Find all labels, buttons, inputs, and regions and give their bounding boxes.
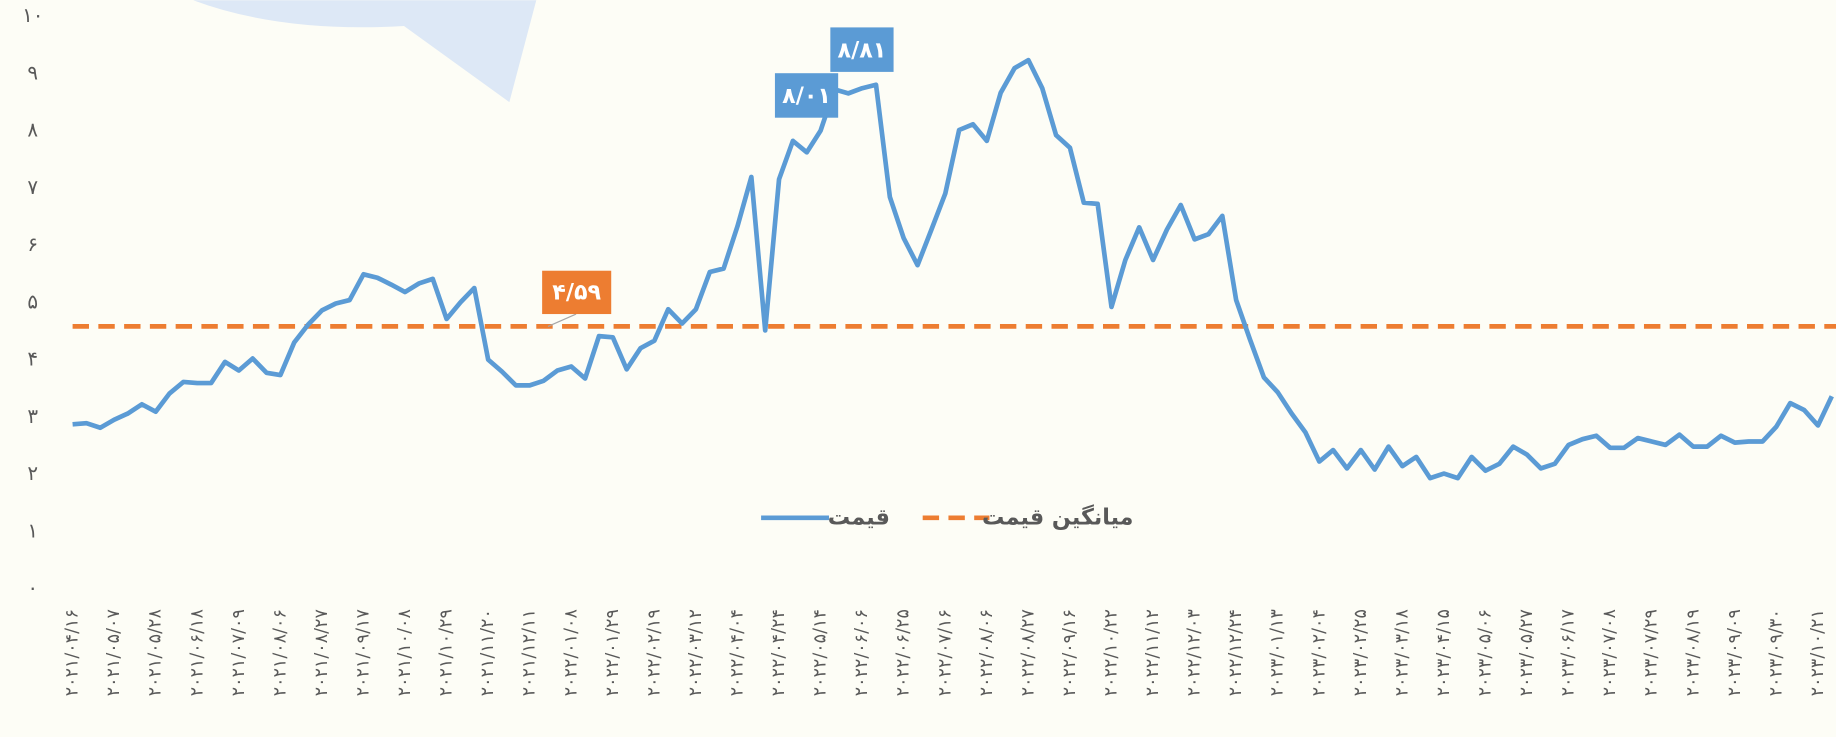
- x-tick-label: ۲۰۲۲/۰۵/۱۴: [811, 609, 831, 696]
- x-tick-label: ۲۰۲۱/۱۰/۰۸: [395, 609, 415, 696]
- x-tick-label: ۲۰۲۳/۰۷/۰۸: [1600, 609, 1620, 696]
- x-tick-label: ۲۰۲۱/۱۲/۱۱: [520, 609, 540, 696]
- x-tick-label: ۲۰۲۲/۰۴/۰۴: [727, 609, 747, 696]
- y-tick-label: ۵: [27, 290, 38, 313]
- x-tick-label: ۲۰۲۲/۰۴/۲۴: [769, 609, 789, 696]
- x-tick-label: ۲۰۲۱/۰۴/۱۶: [63, 609, 83, 696]
- x-tick-label: ۲۰۲۲/۰۷/۱۶: [935, 609, 955, 696]
- y-tick-label: ۱۰: [22, 4, 43, 27]
- legend-label: میانگین قیمت: [982, 503, 1133, 530]
- x-tick-label: ۲۰۲۳/۱۰/۲۱: [1808, 609, 1828, 696]
- x-tick-label: ۲۰۲۳/۰۹/۳۰: [1766, 609, 1786, 696]
- page: ۰ ۱ ۲ ۳ ۴ ۵ ۶ ۷ ۸ ۹ ۱۰ ۲۰۲۱/۰۴/۱۶ ۲۰۲۱/۰۵/۰۷ ۲۰۲۱/۰۵/…: [0, 0, 1836, 737]
- x-tick-label: ۲۰۲۲/۱۲/۲۴: [1226, 609, 1246, 696]
- x-tick-label: ۲۰۲۱/۰۸/۰۶: [270, 609, 290, 696]
- y-tick-label: ۸: [27, 119, 38, 142]
- x-tick-label: ۲۰۲۳/۰۲/۰۴: [1309, 609, 1329, 696]
- x-tick-label: ۲۰۲۳/۰۵/۰۶: [1475, 609, 1495, 696]
- x-tick-label: ۲۰۲۲/۰۸/۰۶: [977, 609, 997, 696]
- y-tick-label: ۰: [27, 577, 38, 600]
- data-label: ۸/۰۱: [782, 83, 831, 109]
- x-tick-label: ۲۰۲۳/۰۵/۲۷: [1517, 609, 1537, 696]
- x-tick-label: ۲۰۲۲/۰۱/۲۹: [603, 609, 623, 696]
- x-tick-label: ۲۰۲۳/۰۸/۱۹: [1683, 609, 1703, 696]
- x-tick-label: ۲۰۲۲/۰۱/۰۸: [561, 609, 581, 696]
- x-tick-label: ۲۰۲۲/۰۸/۲۷: [1018, 609, 1038, 696]
- x-tick-label: ۲۰۲۱/۱۰/۲۹: [437, 609, 457, 696]
- x-tick-label: ۲۰۲۳/۰۳/۱۸: [1392, 609, 1412, 696]
- x-tick-label: ۲۰۲۲/۰۳/۱۲: [686, 609, 706, 696]
- y-tick-label: ۱: [27, 519, 38, 542]
- x-tick-label: ۲۰۲۳/۰۲/۲۵: [1351, 609, 1371, 696]
- average-label: ۴/۵۹: [552, 279, 601, 305]
- x-tick-label: ۲۰۲۱/۱۱/۲۰: [478, 609, 498, 696]
- legend-label: قیمت: [828, 504, 890, 530]
- x-tick-label: ۲۰۲۲/۱۱/۱۲: [1143, 609, 1163, 696]
- x-tick-label: ۲۰۲۲/۱۲/۰۳: [1185, 609, 1205, 696]
- x-tick-label: ۲۰۲۲/۰۶/۰۶: [852, 609, 872, 696]
- x-tick-label: ۲۰۲۳/۰۱/۱۳: [1268, 609, 1288, 696]
- x-tick-label: ۲۰۲۲/۱۰/۲۲: [1101, 609, 1121, 696]
- x-tick-label: ۲۰۲۳/۰۹/۰۹: [1725, 609, 1745, 696]
- y-tick-label: ۳: [27, 405, 38, 428]
- data-label: ۸/۸۱: [838, 37, 887, 63]
- x-tick-label: ۲۰۲۱/۰۹/۱۷: [353, 609, 373, 696]
- x-tick-label: ۲۰۲۳/۰۴/۱۵: [1434, 609, 1454, 696]
- y-tick-label: ۴: [27, 348, 38, 371]
- x-tick-label: ۲۰۲۱/۰۶/۱۸: [187, 609, 207, 696]
- x-tick-label: ۲۰۲۱/۰۸/۲۷: [312, 609, 332, 696]
- x-tick-label: ۲۰۲۳/۰۷/۲۹: [1642, 609, 1662, 696]
- x-tick-label: ۲۰۲۲/۰۶/۲۵: [894, 609, 914, 696]
- x-tick-label: ۲۰۲۲/۰۲/۱۹: [644, 609, 664, 696]
- x-tick-label: ۲۰۲۱/۰۵/۲۸: [146, 609, 166, 696]
- x-tick-label: ۲۰۲۱/۰۷/۰۹: [229, 609, 249, 696]
- y-tick-label: ۲: [27, 462, 38, 485]
- y-tick-label: ۹: [27, 61, 38, 84]
- x-tick-label: ۲۰۲۲/۰۹/۱۶: [1060, 609, 1080, 696]
- x-tick-label: ۲۰۲۱/۰۵/۰۷: [104, 609, 124, 696]
- chart: ۰ ۱ ۲ ۳ ۴ ۵ ۶ ۷ ۸ ۹ ۱۰ ۲۰۲۱/۰۴/۱۶ ۲۰۲۱/۰۵/۰۷ ۲۰۲۱/۰۵/…: [0, 0, 1836, 737]
- x-tick-label: ۲۰۲۳/۰۶/۱۷: [1559, 609, 1579, 696]
- y-tick-label: ۶: [27, 233, 38, 256]
- y-tick-label: ۷: [27, 176, 38, 199]
